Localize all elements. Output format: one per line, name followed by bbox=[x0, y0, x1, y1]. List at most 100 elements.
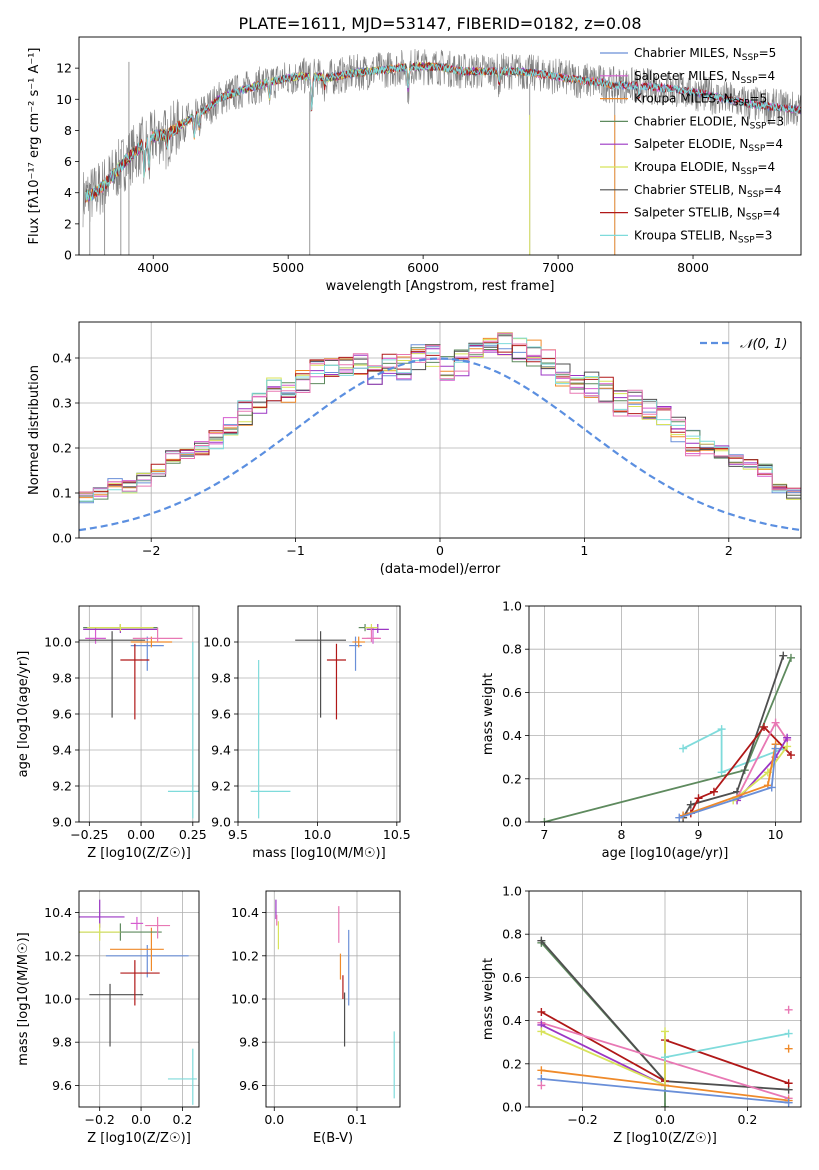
x-tick-label: 8 bbox=[617, 827, 625, 842]
weight-line-salpeter_elodie bbox=[541, 1024, 666, 1087]
plot-area bbox=[250, 624, 389, 819]
y-tick-label: 10.4 bbox=[231, 905, 259, 920]
grid bbox=[79, 891, 199, 1107]
x-axis-label: (data-model)/error bbox=[380, 562, 501, 577]
x-axis-label: Z [log10(Z/Z☉)] bbox=[87, 846, 191, 861]
plus-marker bbox=[679, 744, 688, 753]
legend-label: Kroupa ELODIE, NSSP=4 bbox=[634, 160, 775, 177]
histogram-kroupa_stelib bbox=[79, 337, 801, 506]
axes: −0.25 0.00 0.25 9.0 9.2 9.4 9.6 9.8 10.0 Z [log10… bbox=[16, 605, 207, 861]
x-axis-label: mass [log10(M/M☉)] bbox=[252, 846, 385, 861]
y-tick-label: 0.8 bbox=[502, 927, 522, 942]
y-tick-label: 9.6 bbox=[52, 707, 72, 722]
plus-marker bbox=[661, 1027, 669, 1036]
y-tick-label: 4 bbox=[64, 185, 72, 200]
model-spectrum-chabrier_miles bbox=[85, 62, 801, 202]
plus-marker bbox=[661, 1053, 669, 1062]
plus-marker bbox=[694, 794, 703, 803]
axes: −2 −1 0 1 2 0.0 0.1 0.2 0.3 0.4 (data-model)/error… bbox=[27, 321, 802, 577]
y-tick-label: 2 bbox=[64, 216, 72, 231]
x-tick-label: 6000 bbox=[407, 260, 439, 275]
y-tick-label: 0.1 bbox=[52, 486, 72, 501]
y-tick-label: 9.8 bbox=[52, 671, 72, 686]
y-tick-label: 0.2 bbox=[52, 441, 72, 456]
y-tick-label: 9.6 bbox=[211, 707, 231, 722]
x-axis-label: wavelength [Angstrom, rest frame] bbox=[326, 279, 555, 294]
y-tick-label: 8 bbox=[64, 123, 72, 138]
y-tick-label: 0.0 bbox=[502, 1100, 522, 1115]
grid bbox=[529, 605, 801, 823]
panel-age_vs_mass: 9.5 10.0 10.5 9.0 9.2 9.4 9.6 9.8 10.0 mass [log1… bbox=[203, 605, 411, 861]
axes: −0.2 0.0 0.2 9.6 9.8 10.0 10.2 10.4 Z [log10(Z/Z… bbox=[16, 890, 200, 1146]
axes: 9.5 10.0 10.5 9.0 9.2 9.4 9.6 9.8 10.0 mass [log1… bbox=[203, 605, 411, 861]
plus-marker bbox=[771, 718, 780, 727]
plus-marker bbox=[786, 751, 795, 760]
plus-marker bbox=[709, 787, 718, 796]
y-tick-label: 0.4 bbox=[52, 351, 72, 366]
plus-marker bbox=[686, 800, 695, 809]
y-tick-label: 0.2 bbox=[502, 771, 522, 786]
axes: 7 8 9 10 0.0 0.2 0.4 0.6 0.8 1.0 age [log10(age/yr… bbox=[481, 599, 802, 861]
plus-marker bbox=[537, 1027, 546, 1036]
plus-marker bbox=[661, 1103, 669, 1107]
plot-area bbox=[540, 651, 795, 822]
legend-label: Kroupa MILES, NSSP=5 bbox=[634, 92, 767, 109]
legend-label: Salpeter ELODIE, NSSP=4 bbox=[634, 137, 783, 154]
legend-label: Salpeter STELIB, NSSP=4 bbox=[634, 206, 780, 223]
x-tick-label: 5000 bbox=[272, 260, 304, 275]
panel-age_vs_Z: −0.25 0.00 0.25 9.0 9.2 9.4 9.6 9.8 10.0 Z [log10… bbox=[16, 605, 207, 861]
data-spectrum bbox=[82, 48, 801, 228]
y-tick-label: 10.0 bbox=[44, 635, 72, 650]
plus-marker bbox=[537, 1066, 546, 1075]
panel-mass_vs_ebv: 0.0 0.1 9.6 9.8 10.0 10.2 10.4 E(B-V) bbox=[231, 890, 401, 1146]
x-tick-label: 0.25 bbox=[179, 827, 207, 842]
plus-marker bbox=[783, 742, 792, 751]
plus-marker bbox=[784, 1029, 793, 1038]
y-tick-label: 9.2 bbox=[211, 779, 231, 794]
model-spectrum-salpeter_miles bbox=[85, 62, 801, 201]
y-tick-label: 0.6 bbox=[502, 685, 522, 700]
normal-curve bbox=[79, 357, 801, 532]
y-tick-label: 9.8 bbox=[239, 1035, 259, 1050]
plus-marker bbox=[537, 1081, 546, 1090]
histogram-salpeter_stelib bbox=[79, 342, 801, 504]
y-axis-label: Flux [fλ10⁻¹⁷ erg cm⁻² s⁻¹ A⁻¹] bbox=[27, 48, 42, 245]
y-tick-label: 9.8 bbox=[211, 671, 231, 686]
axes-frame bbox=[78, 36, 802, 256]
y-axis-label: mass weight bbox=[481, 673, 496, 755]
histogram-salpeter_elodie bbox=[79, 345, 801, 504]
x-tick-label: 10.5 bbox=[383, 827, 411, 842]
x-tick-label: 4000 bbox=[137, 260, 169, 275]
axes: 0.0 0.1 9.6 9.8 10.0 10.2 10.4 E(B-V) bbox=[231, 890, 401, 1146]
y-tick-label: 1.0 bbox=[502, 599, 522, 614]
y-tick-label: 0.3 bbox=[52, 396, 72, 411]
axes-frame bbox=[528, 605, 802, 823]
y-tick-label: 0.2 bbox=[502, 1056, 522, 1071]
x-tick-label: 1 bbox=[580, 543, 588, 558]
x-tick-label: 0.0 bbox=[131, 1112, 151, 1127]
x-tick-label: 0 bbox=[436, 543, 444, 558]
weight-line-kroupa_miles bbox=[682, 744, 777, 817]
plus-marker bbox=[784, 1079, 793, 1088]
y-axis-label: mass weight bbox=[481, 958, 496, 1040]
y-tick-label: 0.8 bbox=[502, 642, 522, 657]
x-tick-label: −0.25 bbox=[70, 827, 108, 842]
axes: −0.2 0.0 0.2 0.0 0.2 0.4 0.6 0.8 1.0 Z [log10(Z/Z… bbox=[481, 884, 802, 1146]
y-tick-label: 9.4 bbox=[211, 743, 231, 758]
grid bbox=[266, 891, 400, 1107]
plus-marker bbox=[767, 783, 776, 792]
panel-residuals: −2 −1 0 1 2 0.0 0.1 0.2 0.3 0.4 (data-model)/error… bbox=[27, 321, 802, 577]
plus-marker bbox=[783, 733, 792, 742]
legend-label: Chabrier MILES, NSSP=5 bbox=[634, 46, 776, 63]
y-tick-label: 12 bbox=[56, 61, 72, 76]
x-tick-label: 0.00 bbox=[127, 827, 155, 842]
plot-area bbox=[537, 936, 793, 1107]
histogram-chabrier_stelib bbox=[79, 335, 801, 506]
x-tick-label: −0.2 bbox=[567, 1112, 597, 1127]
plus-marker bbox=[540, 818, 549, 822]
model-spectrum-salpeter_stelib bbox=[85, 62, 801, 203]
plus-marker bbox=[786, 653, 795, 662]
x-tick-label: 7 bbox=[540, 827, 548, 842]
legend-label: Salpeter MILES, NSSP=4 bbox=[634, 69, 775, 86]
